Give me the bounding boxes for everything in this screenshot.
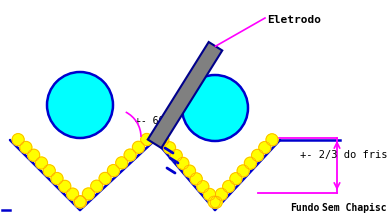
Circle shape (197, 181, 209, 193)
Circle shape (51, 172, 63, 184)
Circle shape (141, 134, 153, 146)
Circle shape (116, 157, 128, 169)
Circle shape (259, 142, 271, 154)
Circle shape (244, 157, 256, 169)
Circle shape (67, 188, 79, 200)
Circle shape (230, 173, 242, 185)
Circle shape (28, 149, 40, 161)
Circle shape (47, 72, 113, 138)
Circle shape (157, 134, 169, 146)
Circle shape (20, 141, 32, 154)
Text: Fundo: Fundo (290, 203, 319, 213)
Polygon shape (148, 42, 222, 148)
Circle shape (36, 157, 48, 169)
Circle shape (74, 196, 86, 208)
Circle shape (183, 165, 195, 177)
Text: +- 2/3 do friso: +- 2/3 do friso (300, 150, 387, 160)
Circle shape (12, 134, 24, 146)
Circle shape (91, 180, 103, 192)
Circle shape (74, 196, 86, 208)
Circle shape (190, 173, 202, 185)
Circle shape (108, 165, 120, 177)
Circle shape (132, 141, 144, 153)
Polygon shape (215, 125, 228, 140)
Circle shape (210, 196, 222, 208)
Text: Sem Chapisco: Sem Chapisco (322, 203, 387, 213)
Circle shape (124, 149, 136, 161)
Circle shape (182, 75, 248, 141)
Circle shape (216, 188, 228, 200)
Circle shape (223, 180, 235, 192)
Circle shape (252, 149, 264, 161)
Text: +- 60°: +- 60° (135, 116, 170, 126)
Circle shape (266, 134, 278, 146)
Circle shape (43, 165, 55, 177)
Circle shape (99, 172, 111, 184)
Circle shape (59, 180, 71, 192)
Circle shape (237, 165, 249, 177)
Circle shape (82, 188, 94, 200)
Text: Eletrodo: Eletrodo (267, 15, 321, 25)
Circle shape (170, 150, 182, 161)
Circle shape (204, 188, 216, 200)
Circle shape (208, 196, 220, 208)
Circle shape (164, 142, 176, 154)
Circle shape (177, 157, 189, 169)
